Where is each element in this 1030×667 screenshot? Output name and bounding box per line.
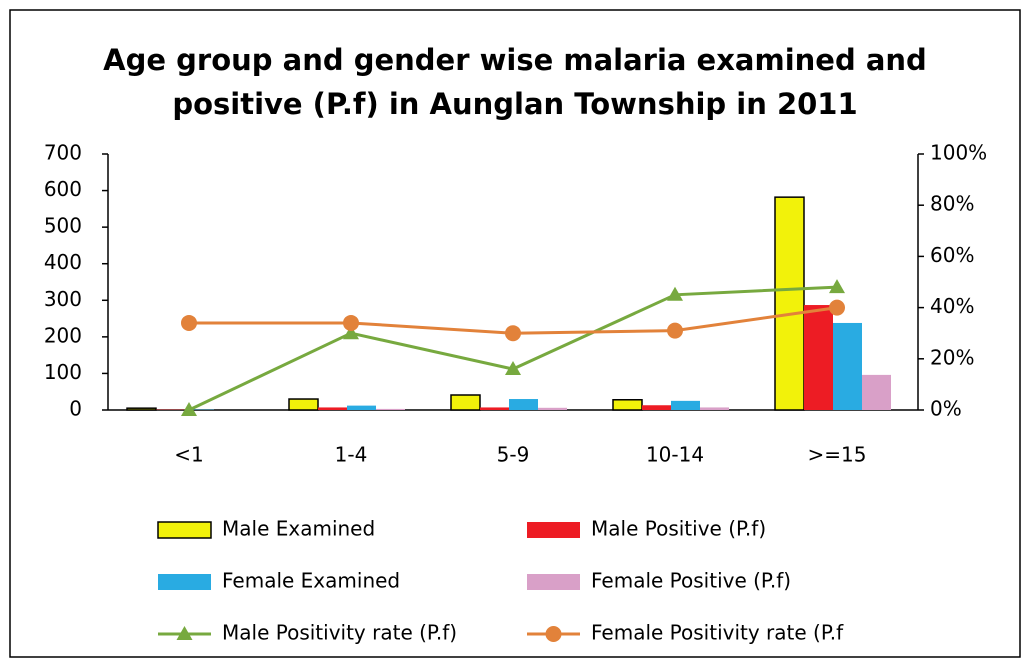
y-tick-label: 300 [44,287,82,311]
x-tick-label: 5-9 [497,443,530,467]
bar [833,322,862,410]
legend-label: Female Positivity rate (P.f [591,621,844,645]
legend-marker [545,626,562,642]
chart-title: Age group and gender wise malaria examin… [103,43,927,77]
bar [671,400,700,410]
y-tick-label: 0 [69,397,82,421]
line-marker [343,314,359,331]
bar [509,399,538,410]
legend-label: Female Examined [222,569,400,593]
legend-swatch [527,522,580,538]
y2-tick-label: 0% [930,397,962,421]
bar [347,405,376,410]
legend-label: Male Examined [222,517,375,541]
legend-label: Female Positive (P.f) [591,569,791,593]
line-marker [505,325,521,342]
chart-title: positive (P.f) in Aunglan Township in 20… [172,87,857,121]
legend-label: Male Positive (P.f) [591,517,766,541]
line-marker [181,402,197,416]
y-tick-label: 500 [44,214,82,238]
y-tick-label: 100 [44,360,82,384]
bar [804,305,833,410]
x-tick-label: 1-4 [335,443,368,467]
x-tick-label: >=15 [808,443,867,467]
bar [288,398,319,411]
legend-swatch [157,521,212,539]
legend-swatch [158,574,211,590]
line-marker [667,286,683,301]
legend-label: Male Positivity rate (P.f) [222,621,457,645]
bar [612,399,643,411]
bar [700,407,729,410]
y2-tick-label: 40% [930,294,974,318]
line-marker [667,322,683,339]
bar [862,374,891,410]
bar [538,407,567,410]
y2-tick-label: 60% [930,243,974,267]
y-tick-label: 600 [44,177,82,201]
x-tick-label: <1 [174,443,203,467]
bar [126,407,157,411]
bar [318,407,347,410]
bar [774,196,805,411]
line-marker [829,299,845,316]
y-tick-label: 400 [44,250,82,274]
y-tick-label: 200 [44,323,82,347]
bar [376,408,405,410]
y2-tick-label: 100% [930,141,987,165]
legend-swatch [527,574,580,590]
y2-tick-label: 20% [930,345,974,369]
x-tick-label: 10-14 [646,443,704,467]
line-marker [181,314,197,331]
line-marker [343,325,359,340]
y-tick-label: 700 [44,141,82,165]
bar [480,407,509,410]
bar [642,405,671,410]
line-marker [505,361,521,376]
legend-marker [176,626,193,640]
bar [450,394,481,411]
y2-tick-label: 80% [930,192,974,216]
line-marker [829,279,845,294]
